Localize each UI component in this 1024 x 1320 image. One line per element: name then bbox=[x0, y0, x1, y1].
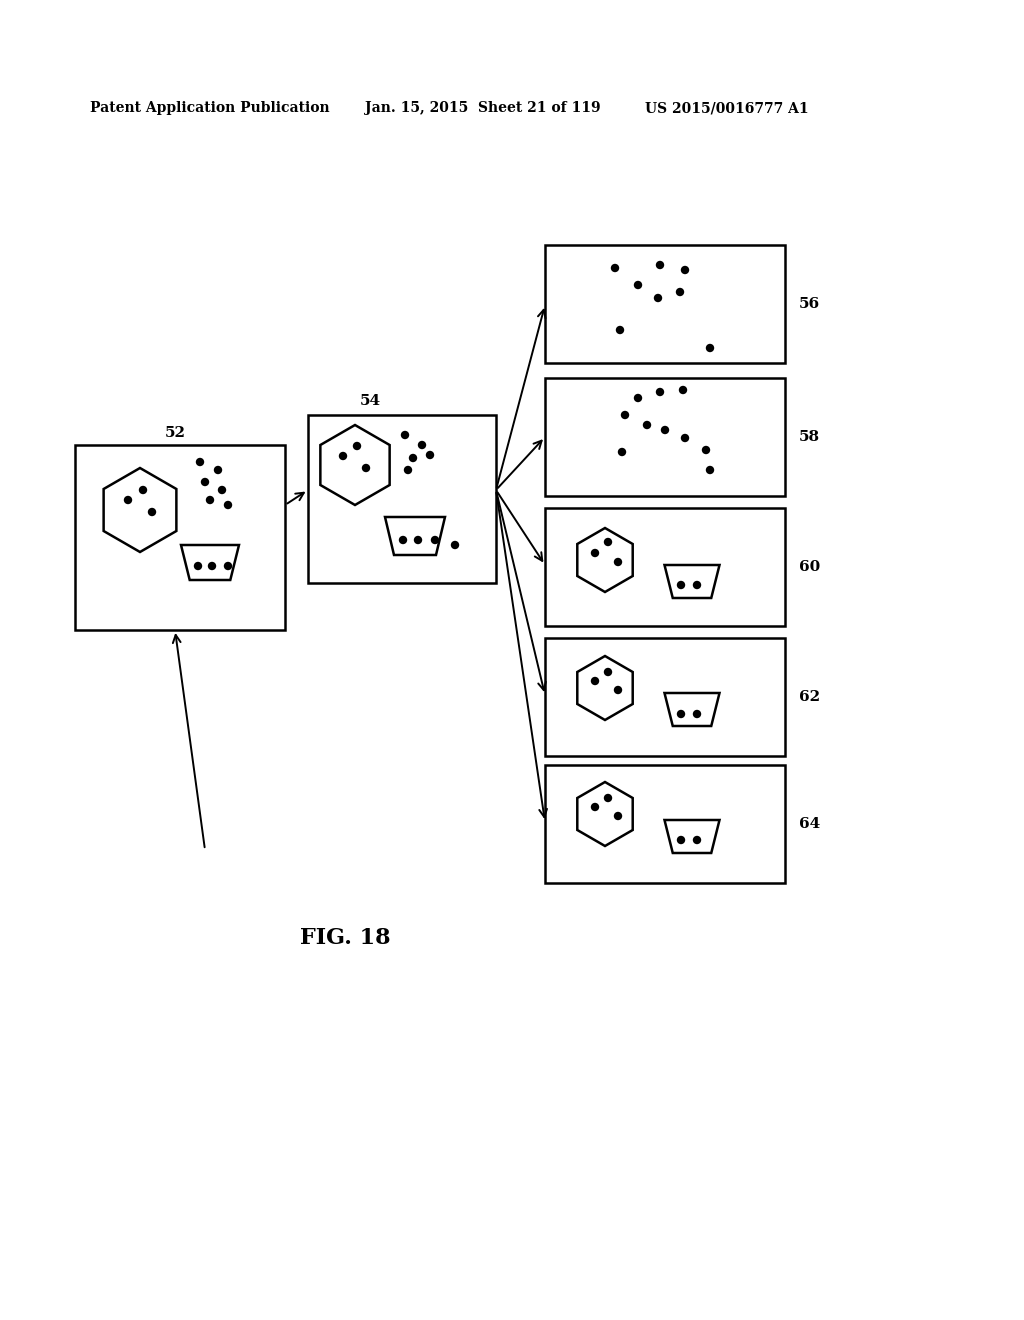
Circle shape bbox=[702, 446, 710, 454]
Circle shape bbox=[197, 458, 204, 466]
Bar bbox=[75, 445, 285, 630]
Circle shape bbox=[678, 837, 684, 843]
Circle shape bbox=[592, 677, 598, 685]
Circle shape bbox=[218, 487, 225, 494]
Circle shape bbox=[678, 582, 684, 589]
Circle shape bbox=[614, 686, 622, 693]
Polygon shape bbox=[321, 425, 390, 506]
Text: 52: 52 bbox=[165, 426, 185, 440]
Circle shape bbox=[693, 710, 700, 718]
Circle shape bbox=[693, 837, 700, 843]
Circle shape bbox=[678, 710, 684, 718]
Circle shape bbox=[431, 536, 438, 544]
Circle shape bbox=[604, 795, 611, 801]
Text: 58: 58 bbox=[799, 430, 820, 444]
Circle shape bbox=[611, 264, 618, 272]
Circle shape bbox=[707, 345, 714, 351]
Circle shape bbox=[693, 582, 700, 589]
Circle shape bbox=[401, 432, 409, 438]
Polygon shape bbox=[578, 781, 633, 846]
Circle shape bbox=[707, 466, 714, 474]
Circle shape bbox=[592, 804, 598, 810]
Circle shape bbox=[207, 496, 213, 503]
Text: Jan. 15, 2015  Sheet 21 of 119: Jan. 15, 2015 Sheet 21 of 119 bbox=[365, 102, 601, 115]
Polygon shape bbox=[181, 545, 239, 579]
Text: 56: 56 bbox=[799, 297, 820, 312]
Circle shape bbox=[419, 441, 426, 449]
Text: 64: 64 bbox=[799, 817, 820, 832]
Circle shape bbox=[404, 466, 412, 474]
Circle shape bbox=[427, 451, 433, 458]
Circle shape bbox=[592, 549, 598, 557]
Circle shape bbox=[214, 466, 221, 474]
Text: FIG. 18: FIG. 18 bbox=[300, 927, 390, 949]
Polygon shape bbox=[665, 693, 720, 726]
Circle shape bbox=[662, 426, 669, 433]
Circle shape bbox=[635, 281, 641, 289]
Circle shape bbox=[340, 453, 346, 459]
Polygon shape bbox=[578, 656, 633, 719]
Circle shape bbox=[202, 479, 209, 486]
Bar bbox=[308, 414, 496, 583]
Circle shape bbox=[616, 326, 624, 334]
Circle shape bbox=[682, 267, 688, 273]
Polygon shape bbox=[665, 820, 720, 853]
Circle shape bbox=[452, 541, 459, 549]
Text: 54: 54 bbox=[359, 393, 381, 408]
Circle shape bbox=[604, 668, 611, 676]
Text: US 2015/0016777 A1: US 2015/0016777 A1 bbox=[645, 102, 809, 115]
Circle shape bbox=[622, 412, 629, 418]
Bar bbox=[545, 378, 785, 496]
Bar bbox=[545, 508, 785, 626]
Circle shape bbox=[224, 562, 231, 569]
Circle shape bbox=[654, 294, 662, 301]
Circle shape bbox=[614, 558, 622, 565]
Text: 60: 60 bbox=[799, 560, 820, 574]
Circle shape bbox=[410, 454, 417, 462]
Bar bbox=[545, 766, 785, 883]
Circle shape bbox=[148, 508, 156, 516]
Polygon shape bbox=[578, 528, 633, 591]
Circle shape bbox=[643, 421, 650, 429]
Polygon shape bbox=[665, 565, 720, 598]
Circle shape bbox=[125, 496, 131, 503]
Bar bbox=[545, 246, 785, 363]
Circle shape bbox=[604, 539, 611, 545]
Circle shape bbox=[635, 395, 641, 401]
Circle shape bbox=[682, 434, 688, 441]
Text: Patent Application Publication: Patent Application Publication bbox=[90, 102, 330, 115]
Circle shape bbox=[656, 261, 664, 268]
Circle shape bbox=[618, 449, 626, 455]
Circle shape bbox=[224, 502, 231, 508]
Bar bbox=[545, 638, 785, 756]
Circle shape bbox=[139, 487, 146, 494]
Text: 62: 62 bbox=[799, 690, 820, 704]
Circle shape bbox=[195, 562, 202, 569]
Polygon shape bbox=[385, 517, 445, 554]
Polygon shape bbox=[103, 469, 176, 552]
Circle shape bbox=[353, 442, 360, 450]
Circle shape bbox=[677, 289, 683, 296]
Circle shape bbox=[399, 536, 407, 544]
Circle shape bbox=[209, 562, 215, 569]
Circle shape bbox=[614, 813, 622, 820]
Circle shape bbox=[415, 536, 422, 544]
Circle shape bbox=[362, 465, 370, 471]
Circle shape bbox=[656, 388, 664, 396]
Circle shape bbox=[680, 387, 686, 393]
